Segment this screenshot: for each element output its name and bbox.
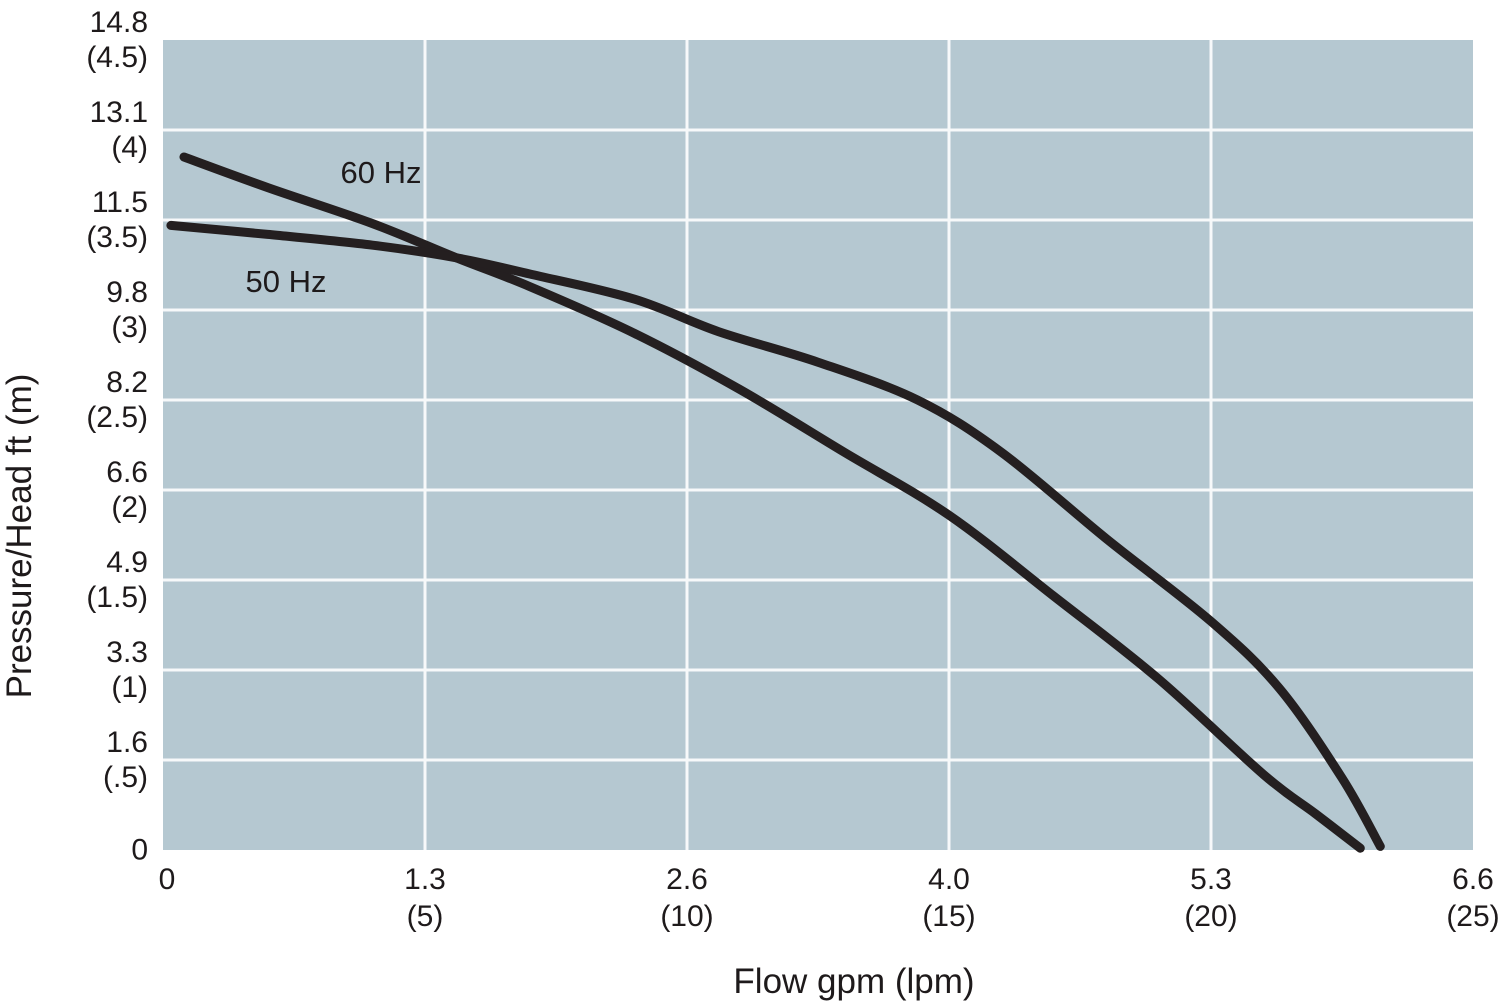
x-tick-gpm-value: 6.6: [1452, 863, 1494, 896]
y-tick-label: 14.8 (4.5): [86, 5, 148, 75]
curve-60hz: [179, 152, 1365, 853]
y-tick-ft-value: 8.2: [106, 366, 148, 399]
y-tick-label: 11.5 (3.5): [86, 185, 148, 255]
y-axis-title: Pressure/Head ft (m): [0, 373, 39, 699]
y-tick-label: 6.6 (2): [106, 455, 148, 525]
x-tick-label: 1.3 (5): [404, 861, 446, 935]
x-tick-lpm-value: (5): [406, 900, 444, 933]
x-tick-lpm-value: (20): [1184, 900, 1238, 933]
y-tick-ft-value: 13.1: [89, 96, 148, 129]
x-tick-gpm-value: 5.3: [1190, 863, 1232, 896]
x-tick-gpm-value: 1.3: [404, 863, 446, 896]
y-tick-m-value: (4): [111, 131, 148, 164]
y-tick-ft-value: 1.6: [106, 726, 148, 759]
x-axis-title: Flow gpm (lpm): [733, 962, 975, 1001]
y-tick-ft-value: 4.9: [106, 546, 148, 579]
x-tick-lpm-value: (15): [922, 900, 976, 933]
y-tick-label: 4.9 (1.5): [86, 545, 148, 615]
x-tick-gpm-value: 4.0: [928, 863, 970, 896]
y-tick-m-value: (4.5): [86, 41, 148, 74]
y-tick-ft-value: 11.5: [91, 186, 148, 219]
y-tick-label: 3.3 (1): [106, 635, 148, 705]
x-tick-label: 4.0 (15): [922, 861, 975, 935]
y-tick-label: 13.1 (4): [90, 95, 148, 165]
plot-background: [163, 40, 1473, 850]
x-tick-label: 6.6 (25): [1446, 861, 1499, 935]
y-tick-m-value: (2): [111, 491, 148, 524]
y-tick-label: 8.2 (2.5): [86, 365, 148, 435]
y-tick-m-value: (.5): [103, 761, 148, 794]
x-tick-gpm-value: 0: [158, 863, 176, 896]
y-tick-label: 0: [131, 833, 148, 868]
x-tick-label: 0: [159, 861, 176, 898]
y-tick-m-value: (1): [111, 671, 148, 704]
y-tick-m-value: (1.5): [86, 581, 148, 614]
y-tick-m-value: (2.5): [86, 401, 148, 434]
y-tick-ft-value: 14.8: [89, 6, 148, 39]
y-tick-ft-value: 0: [131, 833, 148, 867]
y-tick-ft-value: 3.3: [106, 636, 148, 669]
x-tick-label: 5.3 (20): [1184, 861, 1237, 935]
y-tick-m-value: (3.5): [86, 221, 148, 254]
x-tick-lpm-value: (10): [660, 900, 714, 933]
curve-50hz: [166, 220, 1385, 851]
x-tick-gpm-value: 2.6: [666, 863, 708, 896]
curve-label-60hz: 60 Hz: [340, 155, 422, 190]
y-tick-m-value: (3): [111, 311, 148, 344]
y-tick-label: 9.8 (3): [106, 275, 148, 345]
curve-label-50hz: 50 Hz: [245, 264, 327, 299]
x-tick-label: 2.6 (10): [660, 861, 713, 935]
y-tick-ft-value: 9.8: [106, 276, 148, 309]
y-tick-label: 1.6 (.5): [103, 725, 148, 795]
y-tick-ft-value: 6.6: [106, 456, 148, 489]
x-tick-lpm-value: (25): [1446, 900, 1500, 933]
